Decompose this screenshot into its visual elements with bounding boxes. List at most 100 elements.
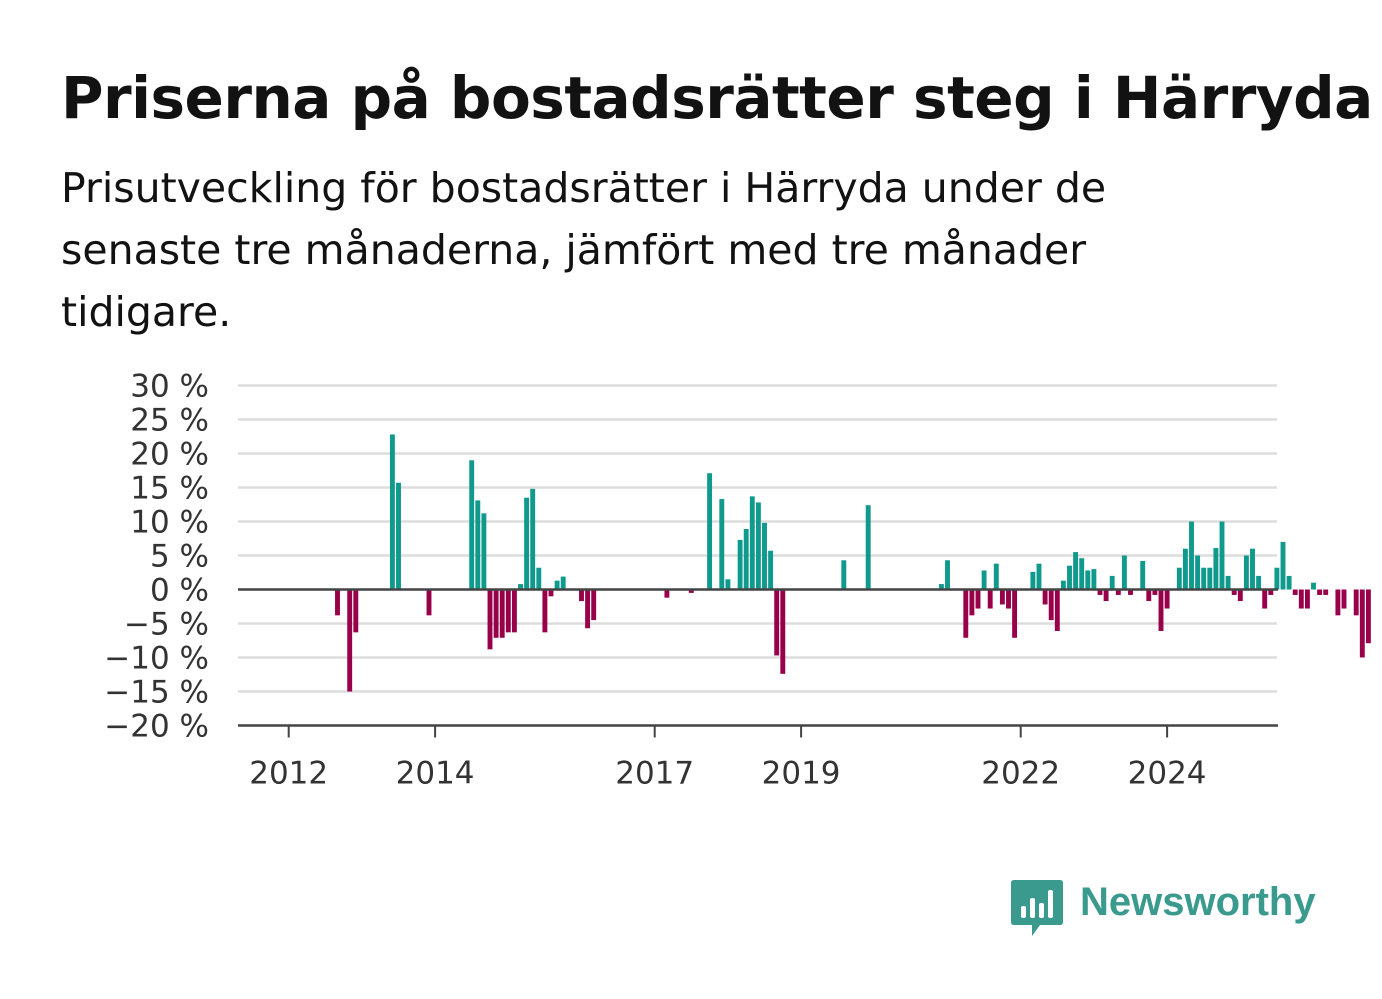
y-tick-label: −5 % [124,607,209,643]
bar [530,488,536,590]
bar [1128,589,1133,595]
bar [865,505,871,590]
y-axis-ticks: 30 %25 %20 %15 %10 %5 %0 %−5 %−10 %−15 %… [104,369,209,745]
bar [737,539,743,590]
bar [841,560,847,590]
bar [774,589,780,656]
bar [1091,569,1097,590]
bar [755,502,761,590]
bar [1158,589,1164,631]
bar [1067,565,1072,590]
bar [743,528,749,590]
x-tick-label: 2019 [762,756,841,792]
bar [1030,571,1036,590]
bar [560,576,566,590]
bar [1292,589,1298,595]
bar [585,589,591,629]
x-tick-label: 2017 [615,756,694,792]
bar [987,589,993,609]
bar [1280,541,1286,590]
bar [719,499,725,590]
bar [1006,589,1011,609]
bar [505,589,511,633]
bar [1085,570,1091,590]
y-tick-label: 25 % [130,403,209,439]
bar [1012,589,1018,638]
chart-title: Priserna på bostadsrätter steg i Härryda [61,64,1373,132]
bar [1262,589,1268,609]
bar [1140,560,1146,590]
bar [1250,548,1255,590]
logo-text: Newsworthy [1080,880,1316,924]
bar [1298,589,1304,609]
bar-chart-speech-bubble-icon [1011,880,1063,936]
bar [762,522,767,590]
bar [725,579,731,590]
bar [1073,552,1079,590]
y-tick-label: 30 % [130,369,209,405]
bar [1176,567,1182,590]
bar [426,589,432,616]
bar [768,550,774,590]
bar [487,589,493,650]
bar [1146,589,1152,602]
bar-series [335,434,1371,692]
bar [1121,555,1127,590]
y-tick-label: −20 % [104,709,209,745]
bar [1237,589,1243,602]
bar [524,497,530,590]
bar [1115,589,1121,595]
bar [1036,563,1042,590]
bar [1195,555,1201,590]
bar [1335,589,1341,616]
bar [353,589,359,633]
bar [1109,575,1115,590]
bar [1164,589,1170,609]
y-tick-label: −15 % [104,675,209,711]
bar [938,584,944,590]
bar [1323,589,1329,595]
bar [1152,589,1158,595]
bar [1042,589,1048,605]
bar [945,560,950,590]
bar [1365,589,1371,644]
bar [707,473,713,590]
y-tick-label: 15 % [130,471,209,507]
bar [1048,589,1054,621]
bar [780,589,786,674]
bar [999,589,1005,605]
bar [389,434,395,590]
bar [1353,589,1359,616]
bar [548,589,554,597]
bar [1079,558,1085,590]
bar [963,589,969,638]
bar [335,589,340,616]
bar [749,496,755,590]
bar [1201,567,1207,590]
bar [1317,589,1323,595]
bar [579,589,584,602]
bar [1243,555,1249,590]
chart-subtitle: Prisutveckling för bostadsrätter i Härry… [61,164,1107,336]
bar [1286,575,1292,590]
x-tick-label: 2014 [396,756,475,792]
bar [1207,567,1213,590]
bar [993,563,999,590]
bar [1231,589,1237,595]
bar [1097,589,1103,595]
bar [1182,548,1188,590]
bar [475,500,481,590]
bar [493,589,499,638]
bar [1189,521,1194,590]
bar [1274,567,1280,590]
y-tick-label: 5 % [150,539,209,575]
bar [1103,589,1109,602]
x-axis-ticks: 2012 2014 2017 2019 2022 2024 [249,725,1207,792]
bar [511,589,517,633]
bar [688,589,694,593]
bar [499,589,505,638]
bar [975,589,981,609]
bar [1311,582,1316,590]
bar [1213,548,1219,590]
bar [1304,589,1310,609]
